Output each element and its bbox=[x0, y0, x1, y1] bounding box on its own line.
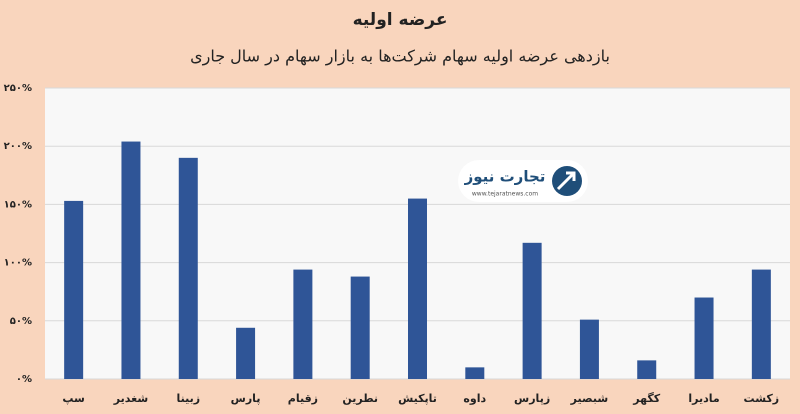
bar bbox=[236, 327, 256, 379]
x-tick-label: شغدیر bbox=[113, 392, 148, 405]
watermark-name: تجارت نیوز bbox=[464, 168, 546, 186]
watermark-arrow bbox=[556, 171, 576, 191]
chart-subtitle: بازدهی عرضه اولیه سهام شرکت‌ها به بازار … bbox=[190, 47, 610, 67]
x-tick-label: زپارس bbox=[514, 392, 550, 405]
bar bbox=[522, 242, 542, 379]
bar bbox=[579, 319, 599, 379]
bar bbox=[350, 276, 370, 379]
bar bbox=[751, 269, 771, 379]
watermark: تجارت نیوز www.tejaratnews.com bbox=[458, 160, 588, 202]
bar bbox=[637, 360, 657, 379]
x-tick-label: تاپکیش bbox=[398, 392, 437, 405]
y-tick-label: ۲۰۰% bbox=[4, 141, 32, 152]
bar bbox=[408, 198, 427, 379]
x-tick-label: مادیرا bbox=[688, 392, 719, 405]
y-tick-label: ۰% bbox=[16, 374, 32, 385]
y-tick-label: ۵۰% bbox=[10, 316, 32, 327]
y-tick-label: ۲۵۰% bbox=[4, 83, 32, 94]
x-tick-label: پارس bbox=[231, 392, 261, 405]
y-tick-label: ۱۰۰% bbox=[4, 258, 32, 269]
watermark-url: www.tejaratnews.com bbox=[472, 191, 538, 198]
bar bbox=[178, 157, 198, 379]
x-tick-label: سپ bbox=[62, 392, 84, 405]
x-tick-label: داوه bbox=[463, 392, 486, 405]
x-tick-label: زکشت bbox=[744, 392, 780, 405]
x-tick-label: شبصیر bbox=[570, 392, 608, 405]
bar bbox=[293, 269, 313, 379]
y-tick-label: ۱۵۰% bbox=[4, 199, 32, 210]
chart-title: عرضه اولیه bbox=[353, 10, 448, 30]
bar bbox=[64, 200, 84, 379]
x-tick-label: زقیام bbox=[288, 392, 318, 405]
x-tick-label: کگهر bbox=[632, 392, 661, 405]
x-tick-label: نطرین bbox=[342, 392, 378, 405]
x-tick-label: زبینا bbox=[176, 392, 200, 405]
bar bbox=[694, 297, 714, 379]
watermark-bg bbox=[458, 160, 588, 202]
bar bbox=[121, 141, 141, 379]
bar bbox=[465, 367, 485, 379]
